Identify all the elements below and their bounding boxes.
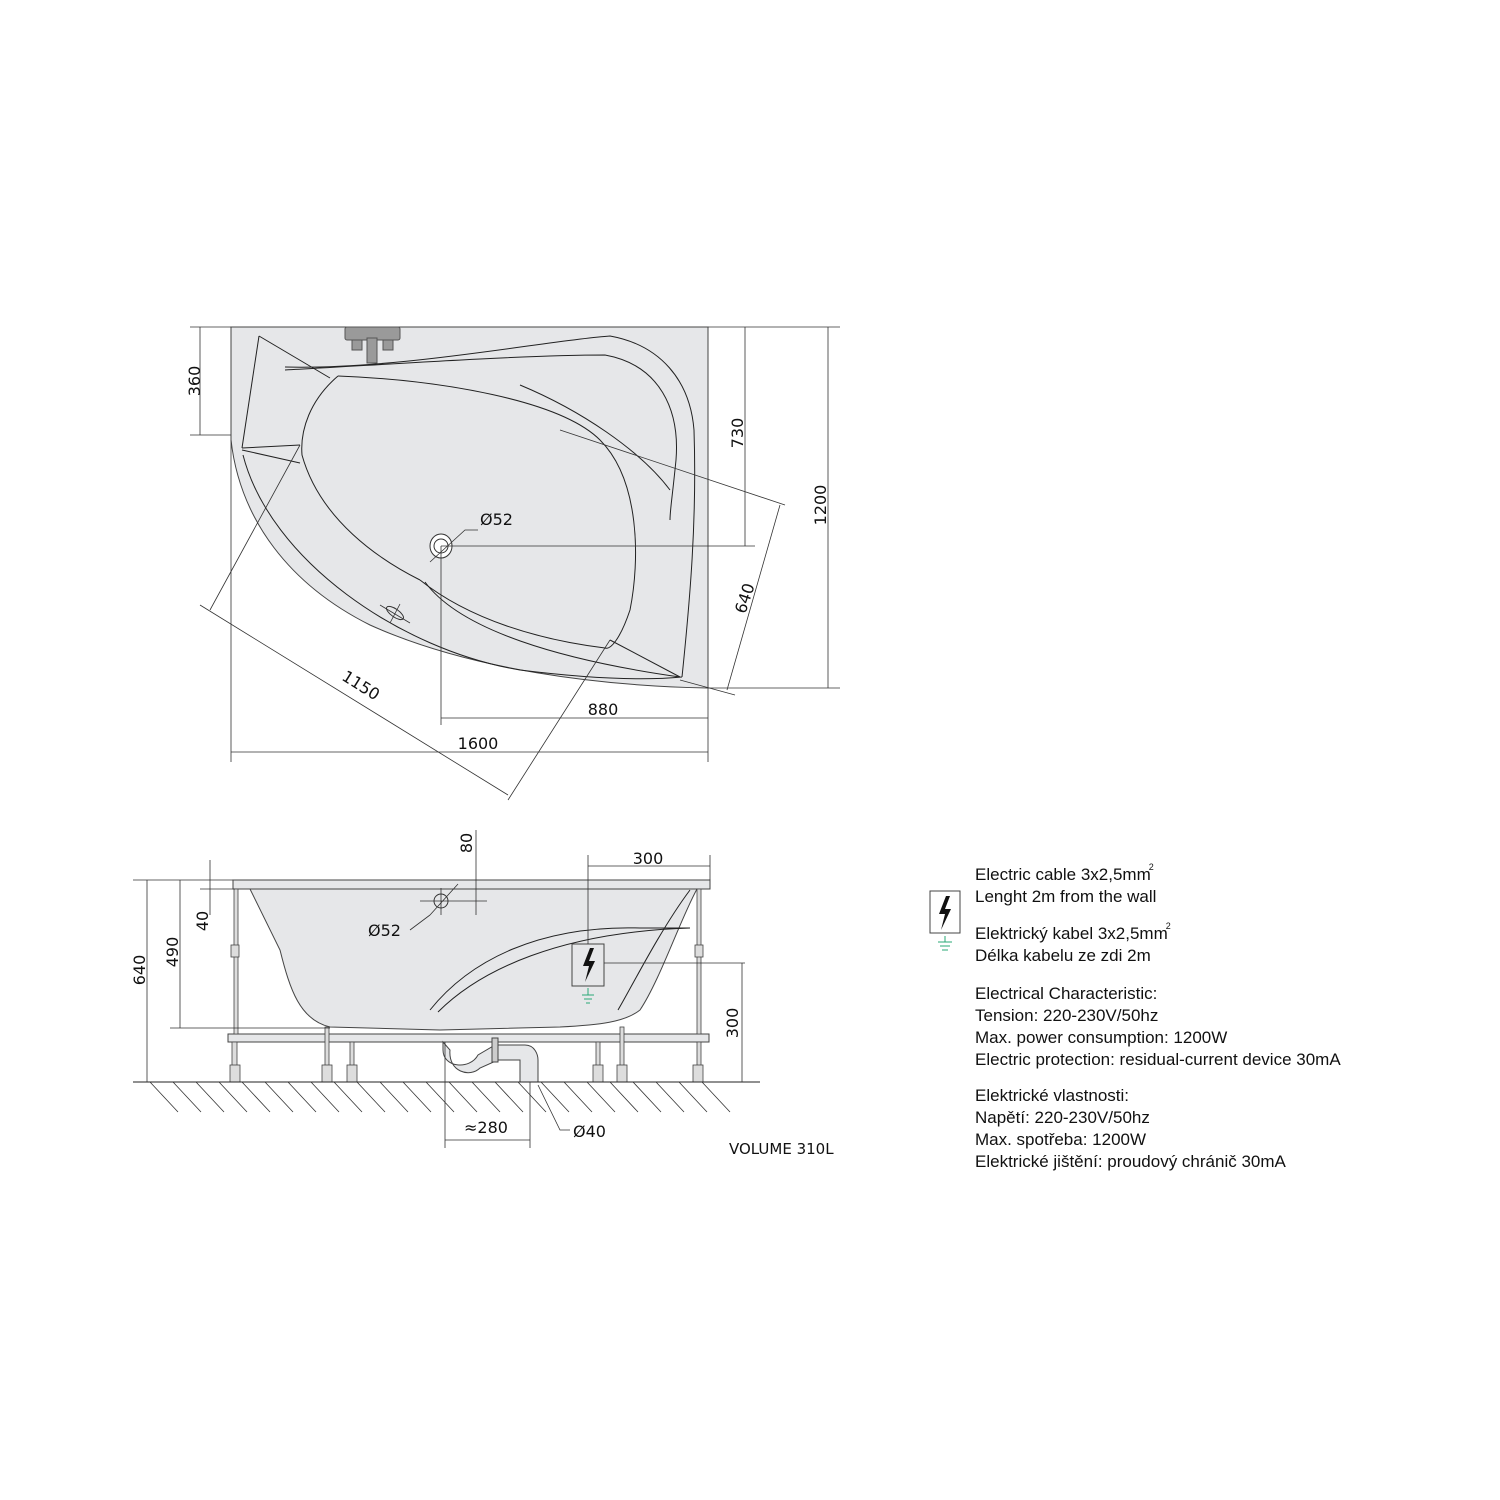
dim-490: 490 [163,937,182,968]
frame [227,1033,710,1043]
dim-300-top: 300 [633,849,664,868]
tub-rim [232,879,711,890]
floor-hatch-line [563,1081,593,1113]
dim-overflow: Ø52 [368,921,401,940]
floor-hatch-line [379,1081,409,1113]
superscript: 2 [1148,862,1154,872]
top-view: 360 730 1200 640 1150 880 1600 Ø52 [185,326,840,801]
ground-icon [938,936,952,951]
dim-300-right: 300 [723,1008,742,1039]
electrical-cz-line: Max. spotřeba: 1200W [975,1130,1147,1149]
dim-280: ≈280 [464,1118,508,1137]
dim-80: 80 [457,833,476,853]
cable-cz-line2: Délka kabelu ze zdi 2m [975,946,1151,965]
dim-1150: 1150 [339,666,384,704]
floor-hatch-line [310,1081,340,1113]
dim-640: 640 [731,581,759,616]
cable-info-en: Electric cable 3x2,5mm2 Lenght 2m from t… [975,856,1156,908]
dim-730: 730 [728,418,747,449]
floor-hatch-line [540,1081,570,1113]
dim-360: 360 [185,366,204,397]
high-voltage-icon [939,896,951,930]
floor-hatch-line [632,1081,662,1113]
floor-hatch-line [655,1081,685,1113]
floor-hatch-line [425,1081,455,1113]
floor-hatch-line [586,1081,616,1113]
electrical-en-line: Max. power consumption: 1200W [975,1028,1228,1047]
tub-body [249,888,698,1031]
dim-40: 40 [193,911,212,931]
dim-880: 880 [588,700,619,719]
electrical-en-line: Tension: 220-230V/50hz [975,1006,1159,1025]
dim-1200: 1200 [811,485,830,526]
dim-waste: Ø40 [573,1122,606,1141]
electrical-en-title: Electrical Characteristic: [975,984,1158,1003]
floor-hatch-line [264,1081,294,1113]
tub-outline [230,326,709,689]
electrical-en-line: Electric protection: residual-current de… [975,1050,1341,1069]
floor-hatch-line [287,1081,317,1113]
floor-hatch-line [471,1081,501,1113]
dim-1600: 1600 [458,734,499,753]
siphon [442,1040,539,1083]
electrical-cz-line: Elektrické jištění: proudový chránič 30m… [975,1152,1286,1171]
ground-icon [582,988,594,1004]
floor-hatch-line [172,1081,202,1113]
floor-hatch-line [149,1081,179,1113]
superscript: 2 [1165,921,1171,931]
cable-en-line2: Lenght 2m from the wall [975,887,1157,906]
cable-cz-line1: Elektrický kabel 3x2,5mm [975,924,1168,943]
dim-drain: Ø52 [480,510,513,529]
floor-hatch-line [356,1081,386,1113]
electrical-cz-title: Elektrické vlastnosti: [975,1086,1129,1105]
floor-hatch-line [494,1081,524,1113]
electrical-cz-line: Napětí: 220-230V/50hz [975,1108,1150,1127]
floor-hatch-line [701,1081,731,1113]
floor-hatch-line [333,1081,363,1113]
cable-info-cz: Elektrický kabel 3x2,5mm2 Délka kabelu z… [975,915,1171,967]
cable-en-line1: Electric cable 3x2,5mm [975,865,1151,884]
floor-hatch-line [678,1081,708,1113]
floor-hatch-line [218,1081,248,1113]
floor-hatch-line [241,1081,271,1113]
dim-640: 640 [130,955,149,986]
high-voltage-icon [583,948,595,982]
floor-hatch-line [609,1081,639,1113]
electrical-en: Electrical Characteristic: Tension: 220-… [975,983,1341,1071]
floor-hatch-line [402,1081,432,1113]
floor-hatch-line [195,1081,225,1113]
electrical-cz: Elektrické vlastnosti: Napětí: 220-230V/… [975,1085,1286,1173]
volume-label: VOLUME 310L [729,1140,834,1158]
side-view: 80 300 40 490 640 Ø52 300 ≈280 Ø40 VOLUM… [130,830,834,1158]
floor-hatch-line [448,1081,478,1113]
floor-hatch-line [517,1081,547,1113]
